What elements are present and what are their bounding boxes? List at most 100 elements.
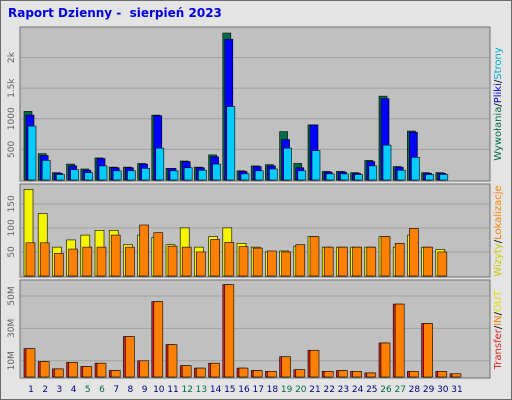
bar — [139, 360, 149, 378]
x-tick-label: 26 — [380, 385, 392, 395]
bar — [25, 242, 36, 277]
bar — [394, 242, 405, 277]
legend-entry: OUT — [493, 290, 504, 312]
bar — [309, 236, 320, 277]
bar — [127, 170, 136, 181]
bar — [153, 301, 164, 378]
x-tick-label: 13 — [196, 385, 207, 395]
legend-entry: IN — [493, 315, 504, 325]
x-tick-label: 15 — [224, 385, 235, 395]
x-tick-label: 10 — [153, 385, 165, 395]
chart-panel-3 — [19, 279, 491, 379]
legend-middle: Wizyty/Lokalizacje — [493, 185, 504, 276]
bar — [409, 228, 419, 277]
x-tick-label: 11 — [167, 385, 178, 395]
bar — [212, 163, 221, 181]
bar — [254, 170, 264, 181]
bar — [238, 246, 249, 277]
bar — [437, 371, 448, 378]
bar — [70, 169, 79, 181]
bar — [240, 173, 250, 181]
bar — [39, 242, 50, 277]
x-tick-label: 3 — [57, 385, 63, 395]
bar — [54, 368, 64, 378]
bar — [283, 147, 292, 181]
bar — [269, 168, 278, 181]
x-tick-label: 21 — [309, 385, 320, 395]
bar — [167, 344, 178, 378]
bar — [423, 323, 433, 378]
x-tick-label: 12 — [181, 385, 192, 395]
bar — [110, 234, 121, 277]
bar — [267, 371, 277, 378]
bar — [96, 362, 107, 378]
bar — [110, 370, 121, 378]
bar — [224, 242, 235, 277]
bar — [139, 224, 149, 277]
bar — [437, 251, 448, 277]
legend-entry: / — [493, 239, 504, 243]
bar — [411, 157, 420, 181]
bar — [252, 370, 263, 378]
y-tick-label: 1.5k — [7, 78, 17, 98]
y-tick-label: 1000 — [7, 107, 17, 130]
bar — [439, 174, 449, 181]
bar — [394, 303, 405, 378]
bar — [196, 251, 206, 277]
bar — [210, 239, 220, 277]
y-tick-label: 50M — [7, 286, 17, 305]
bar — [96, 246, 107, 277]
x-tick-label: 4 — [71, 385, 77, 395]
bar — [409, 371, 419, 378]
x-tick-label: 29 — [423, 385, 435, 395]
x-tick-label: 27 — [394, 385, 405, 395]
bar — [82, 366, 93, 378]
bar — [169, 170, 179, 181]
bar — [224, 284, 235, 378]
bar — [380, 342, 391, 378]
x-tick-label: 25 — [366, 385, 377, 395]
x-tick-label: 22 — [323, 385, 334, 395]
bar — [112, 170, 122, 181]
bar — [183, 167, 193, 181]
bar — [340, 173, 349, 181]
bar — [396, 169, 406, 181]
legend-entry: / — [493, 311, 504, 315]
x-tick-label: 20 — [295, 385, 307, 395]
legend-entry: Transfer — [493, 328, 504, 370]
bar — [141, 168, 150, 181]
x-tick-label: 30 — [437, 385, 449, 395]
bar — [84, 172, 94, 181]
bar — [297, 170, 307, 181]
x-tick-label: 5 — [85, 385, 91, 395]
y-tick-label: 500 — [7, 141, 17, 158]
bar — [27, 125, 37, 181]
bar — [153, 232, 164, 277]
bar — [210, 362, 220, 378]
bar — [125, 246, 135, 277]
bar — [41, 160, 51, 181]
y-tick-label: 50 — [7, 246, 17, 258]
y-tick-label: 2k — [7, 51, 17, 63]
y-tick-label: 150 — [7, 195, 17, 212]
x-tick-label: 24 — [352, 385, 364, 395]
bar — [380, 236, 391, 277]
x-tick-label: 28 — [409, 385, 421, 395]
bar — [125, 336, 135, 378]
y-tick-label: 30M — [7, 319, 17, 338]
legend-entry: Pliki — [493, 83, 504, 103]
y-tick-label: 10M — [7, 351, 17, 370]
bar — [281, 356, 291, 378]
bar — [382, 144, 392, 181]
bar — [366, 246, 377, 277]
bar — [311, 150, 321, 181]
legend-entry: Strony — [493, 47, 504, 80]
bar — [196, 367, 206, 378]
bar — [39, 361, 50, 378]
x-tick-label: 16 — [238, 385, 250, 395]
legend-entry: / — [493, 325, 504, 329]
bar — [267, 250, 277, 277]
x-tick-label: 7 — [113, 385, 119, 395]
x-tick-label: 18 — [267, 385, 279, 395]
bar — [368, 165, 378, 181]
